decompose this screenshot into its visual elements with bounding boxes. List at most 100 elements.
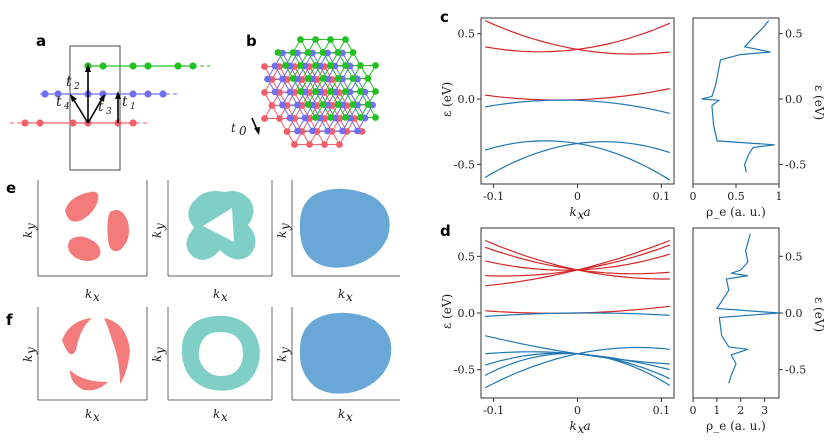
e2-ysub: y xyxy=(153,223,167,231)
lattice-site xyxy=(276,115,283,122)
lattice-site xyxy=(354,127,361,135)
fermi-surface-e2 xyxy=(186,191,256,260)
lattice-site xyxy=(282,62,289,69)
x-tick-label: -0.1 xyxy=(483,190,504,203)
lattice-site xyxy=(342,88,349,95)
x-tick-label: 0 xyxy=(574,190,581,203)
e1-ylabel: k xyxy=(21,231,35,238)
panel-b: b t 0 xyxy=(231,32,379,148)
label-t1: t xyxy=(122,94,128,110)
lattice-site xyxy=(274,49,282,56)
label-t3: t xyxy=(98,99,104,115)
lattice-site xyxy=(372,114,379,121)
x-tick-label: 1 xyxy=(713,404,720,417)
d-dos-frame xyxy=(692,227,780,399)
lattice-site xyxy=(289,49,297,56)
lattice-site xyxy=(309,127,316,135)
band-line-red xyxy=(485,305,670,314)
e2-xlabel: k xyxy=(213,287,220,301)
x-tick-label: 0.5 xyxy=(727,190,745,203)
f3-xsub: x xyxy=(346,410,353,424)
f3-xlabel: k xyxy=(338,407,345,421)
panel-d: d -0.1 0 0.1 -0.5 0.0 0.5 k x a ε (eV) 0 1 2 3 -0.5 0.… xyxy=(440,222,826,436)
f1-xsub: x xyxy=(93,410,100,424)
panel-letter-a: a xyxy=(36,32,46,50)
panel-letter-f: f xyxy=(6,311,13,329)
y-tick-label: 0.5 xyxy=(458,250,476,263)
y-tick-label: -0.5 xyxy=(454,158,475,171)
panel-e: e k x k x k x ky ky ky xyxy=(6,179,400,304)
label-t0: t xyxy=(231,121,236,135)
x-tick-label: -0.1 xyxy=(483,404,504,417)
band-line-red xyxy=(485,244,671,277)
band-line-blue xyxy=(484,346,670,389)
y-tick-label: 0.5 xyxy=(458,28,476,41)
lattice-site xyxy=(372,88,379,95)
x-tick-label: 0 xyxy=(690,190,697,203)
fermi-ring-f2 xyxy=(181,315,260,391)
hop-t0-arrowhead xyxy=(254,127,260,135)
dos-curve xyxy=(701,20,775,173)
d-dos-plot: 0 1 2 3 -0.5 0.0 0.5 ρ_e (a. u.) ε (eV) xyxy=(690,227,826,433)
lattice-site xyxy=(279,101,286,109)
lattice-site xyxy=(321,141,328,148)
e2-ylabel: k xyxy=(150,231,164,238)
lattice-site xyxy=(312,62,319,69)
x-tick-label: 3 xyxy=(761,404,768,417)
lattice-site xyxy=(304,49,312,56)
chain-green-sites xyxy=(84,62,197,70)
y-tick-label: 0.0 xyxy=(785,307,803,320)
lattice-site xyxy=(261,115,268,122)
lattice-site xyxy=(334,75,342,82)
lattice-site xyxy=(271,88,279,96)
fermi-surface-f3 xyxy=(299,312,392,394)
f1-ysub: y xyxy=(24,347,38,355)
lattice-site xyxy=(342,36,349,43)
lattice-site xyxy=(294,127,301,135)
lattice-site xyxy=(286,88,294,96)
label-t2-sub: 2 xyxy=(73,82,80,92)
lattice-site xyxy=(268,102,276,109)
lattice-site xyxy=(312,36,319,43)
lattice-site xyxy=(372,62,379,69)
e1-xlabel: k xyxy=(85,287,92,301)
lattice-site xyxy=(334,49,342,56)
band-line-blue xyxy=(484,141,670,179)
label-t4-sub: 4 xyxy=(63,102,70,112)
y-tick-label: -0.5 xyxy=(785,158,806,171)
lattice-site xyxy=(319,75,327,82)
lattice-site xyxy=(264,75,271,83)
hopping-arrows xyxy=(71,70,119,124)
e3-ysub: y xyxy=(278,223,292,231)
f2-ylabel: k xyxy=(150,355,164,362)
c-dos-plot: 0 0.5 1 -0.5 0.0 0.5 ρ_e (a. u.) ε (eV) xyxy=(690,17,826,219)
d-band-plot: -0.1 0 0.1 -0.5 0.0 0.5 k x a ε (eV) xyxy=(440,227,675,436)
lattice-site xyxy=(289,75,297,82)
x-axis-label-sub: x xyxy=(578,422,585,436)
x-tick-label: 0 xyxy=(690,404,697,417)
band-line-blue xyxy=(485,140,671,181)
y-tick-label: -0.5 xyxy=(454,364,475,377)
lattice-site xyxy=(306,141,313,148)
c-dos-frame xyxy=(692,17,780,185)
lattice-site xyxy=(357,88,364,95)
fermi-pockets-f1 xyxy=(62,318,130,391)
lattice-site xyxy=(357,114,364,121)
y-tick-label: -0.5 xyxy=(785,364,806,377)
band-line-red xyxy=(485,239,671,287)
lattice-site xyxy=(324,127,331,135)
f2-xsub: x xyxy=(221,410,228,424)
lattice-site xyxy=(297,36,304,43)
e1-ysub: y xyxy=(24,223,38,231)
x-axis-label: ρ_e (a. u.) xyxy=(706,419,766,433)
lattice-site xyxy=(301,114,309,122)
lattice-site xyxy=(327,88,334,95)
lattice-site xyxy=(304,75,312,82)
arrow-heads xyxy=(70,64,121,102)
lattice-site xyxy=(297,88,304,95)
lattice-site xyxy=(286,114,294,122)
x-axis-label-a: a xyxy=(584,419,591,433)
lattice-site xyxy=(349,75,357,82)
lattice-site xyxy=(342,114,349,121)
